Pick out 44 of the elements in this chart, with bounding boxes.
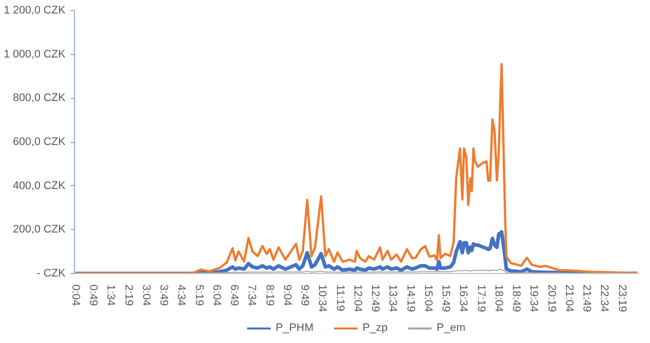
line-series (74, 63, 638, 274)
x-tick-label: 3:49 (158, 284, 170, 306)
x-tick-label: 19:34 (528, 284, 540, 312)
line-series (74, 230, 638, 274)
x-tick-label: 0:04 (69, 284, 82, 306)
x-tick-label: 16:34 (457, 284, 470, 312)
x-tick-label: 12:04 (351, 284, 364, 312)
x-tick-label: 13:34 (386, 284, 399, 312)
y-tick-label: 600,0 CZK (12, 136, 66, 148)
x-tick-label: 1:34 (104, 284, 117, 306)
x-tick-label: 9:49 (298, 284, 311, 306)
x-tick-label: 8:19 (263, 284, 276, 306)
x-tick-label: 6:04 (210, 284, 222, 306)
x-tick-label: 6:49 (228, 284, 240, 306)
x-tick-label: 5:19 (192, 284, 205, 306)
x-tick-label: 14:19 (404, 284, 416, 312)
x-tick-label: 4:34 (175, 284, 188, 306)
x-tick-label: 21:49 (580, 284, 593, 312)
y-tick-label: 400,0 CZK (12, 180, 66, 192)
y-tick-label: 800,0 CZK (12, 92, 66, 104)
x-tick-label: 3:04 (140, 284, 152, 306)
x-tick-label: 12:49 (369, 284, 382, 312)
x-tick-label: 17:19 (474, 284, 487, 312)
x-tick-label: 10:34 (316, 284, 328, 312)
y-tick-label: 1 000,0 CZK (4, 48, 66, 60)
x-tick-label: 20:19 (545, 284, 558, 312)
x-tick-label: 18:49 (510, 284, 522, 312)
y-tick-label: 200,0 CZK (12, 224, 66, 236)
x-tick-label: 2:19 (122, 284, 134, 306)
x-tick-label: 15:49 (440, 284, 452, 312)
y-tick-label: 1 200,0 CZK (4, 4, 66, 16)
x-tick-label: 11:19 (334, 284, 346, 312)
x-tick-label: 22:34 (598, 284, 610, 312)
legend-label: P_PHM (276, 322, 314, 334)
x-tick-label: 7:34 (246, 284, 258, 306)
x-tick-label: 18:04 (492, 284, 504, 312)
x-tick-label: 15:04 (422, 284, 434, 312)
x-tick-label: 0:49 (87, 284, 100, 306)
y-tick-label: - CZK (36, 268, 66, 280)
legend-label: P_em (436, 322, 466, 334)
x-tick-label: 9:04 (280, 284, 293, 306)
legend-label: P_zp (362, 322, 388, 334)
x-tick-label: 23:19 (616, 284, 628, 312)
x-tick-label: 21:04 (562, 284, 575, 312)
